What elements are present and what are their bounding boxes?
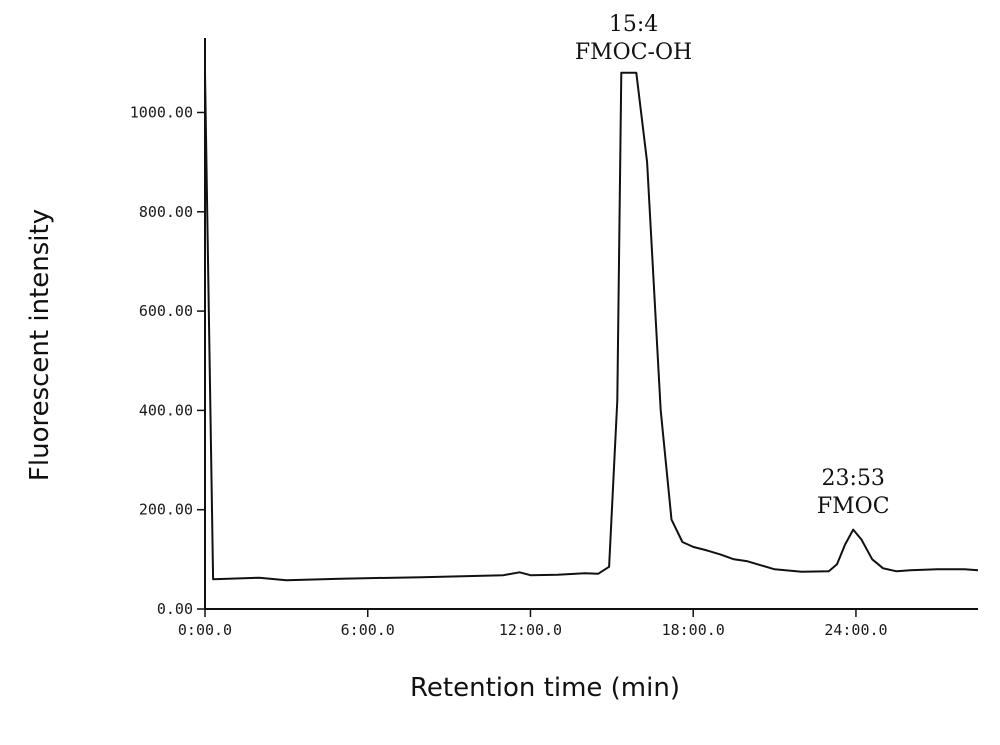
x-tick-label: 0:00.0 xyxy=(178,621,232,639)
y-tick-label: 200.00 xyxy=(139,501,193,519)
peak-annotation-0: 15:4 xyxy=(609,12,658,37)
y-tick-label: 400.00 xyxy=(139,401,193,419)
y-tick-label: 800.00 xyxy=(139,203,193,221)
y-axis-title: Fluorescent intensity xyxy=(25,209,55,481)
series-line-0 xyxy=(204,71,979,582)
peak-annotation-0: FMOC-OH xyxy=(575,40,692,65)
y-tick-label: 0.00 xyxy=(157,600,193,618)
y-tick-label: 600.00 xyxy=(139,302,193,320)
peak-annotation-1: 23:53 xyxy=(822,466,885,491)
y-tick-label: 1000.00 xyxy=(130,103,193,121)
x-tick-label: 12:00.0 xyxy=(499,621,562,639)
x-tick-label: 24:00.0 xyxy=(824,621,887,639)
x-tick-label: 6:00.0 xyxy=(341,621,395,639)
x-axis-title: Retention time (min) xyxy=(410,673,680,703)
peak-annotation-1: FMOC xyxy=(817,494,890,519)
x-tick-label: 18:00.0 xyxy=(662,621,725,639)
